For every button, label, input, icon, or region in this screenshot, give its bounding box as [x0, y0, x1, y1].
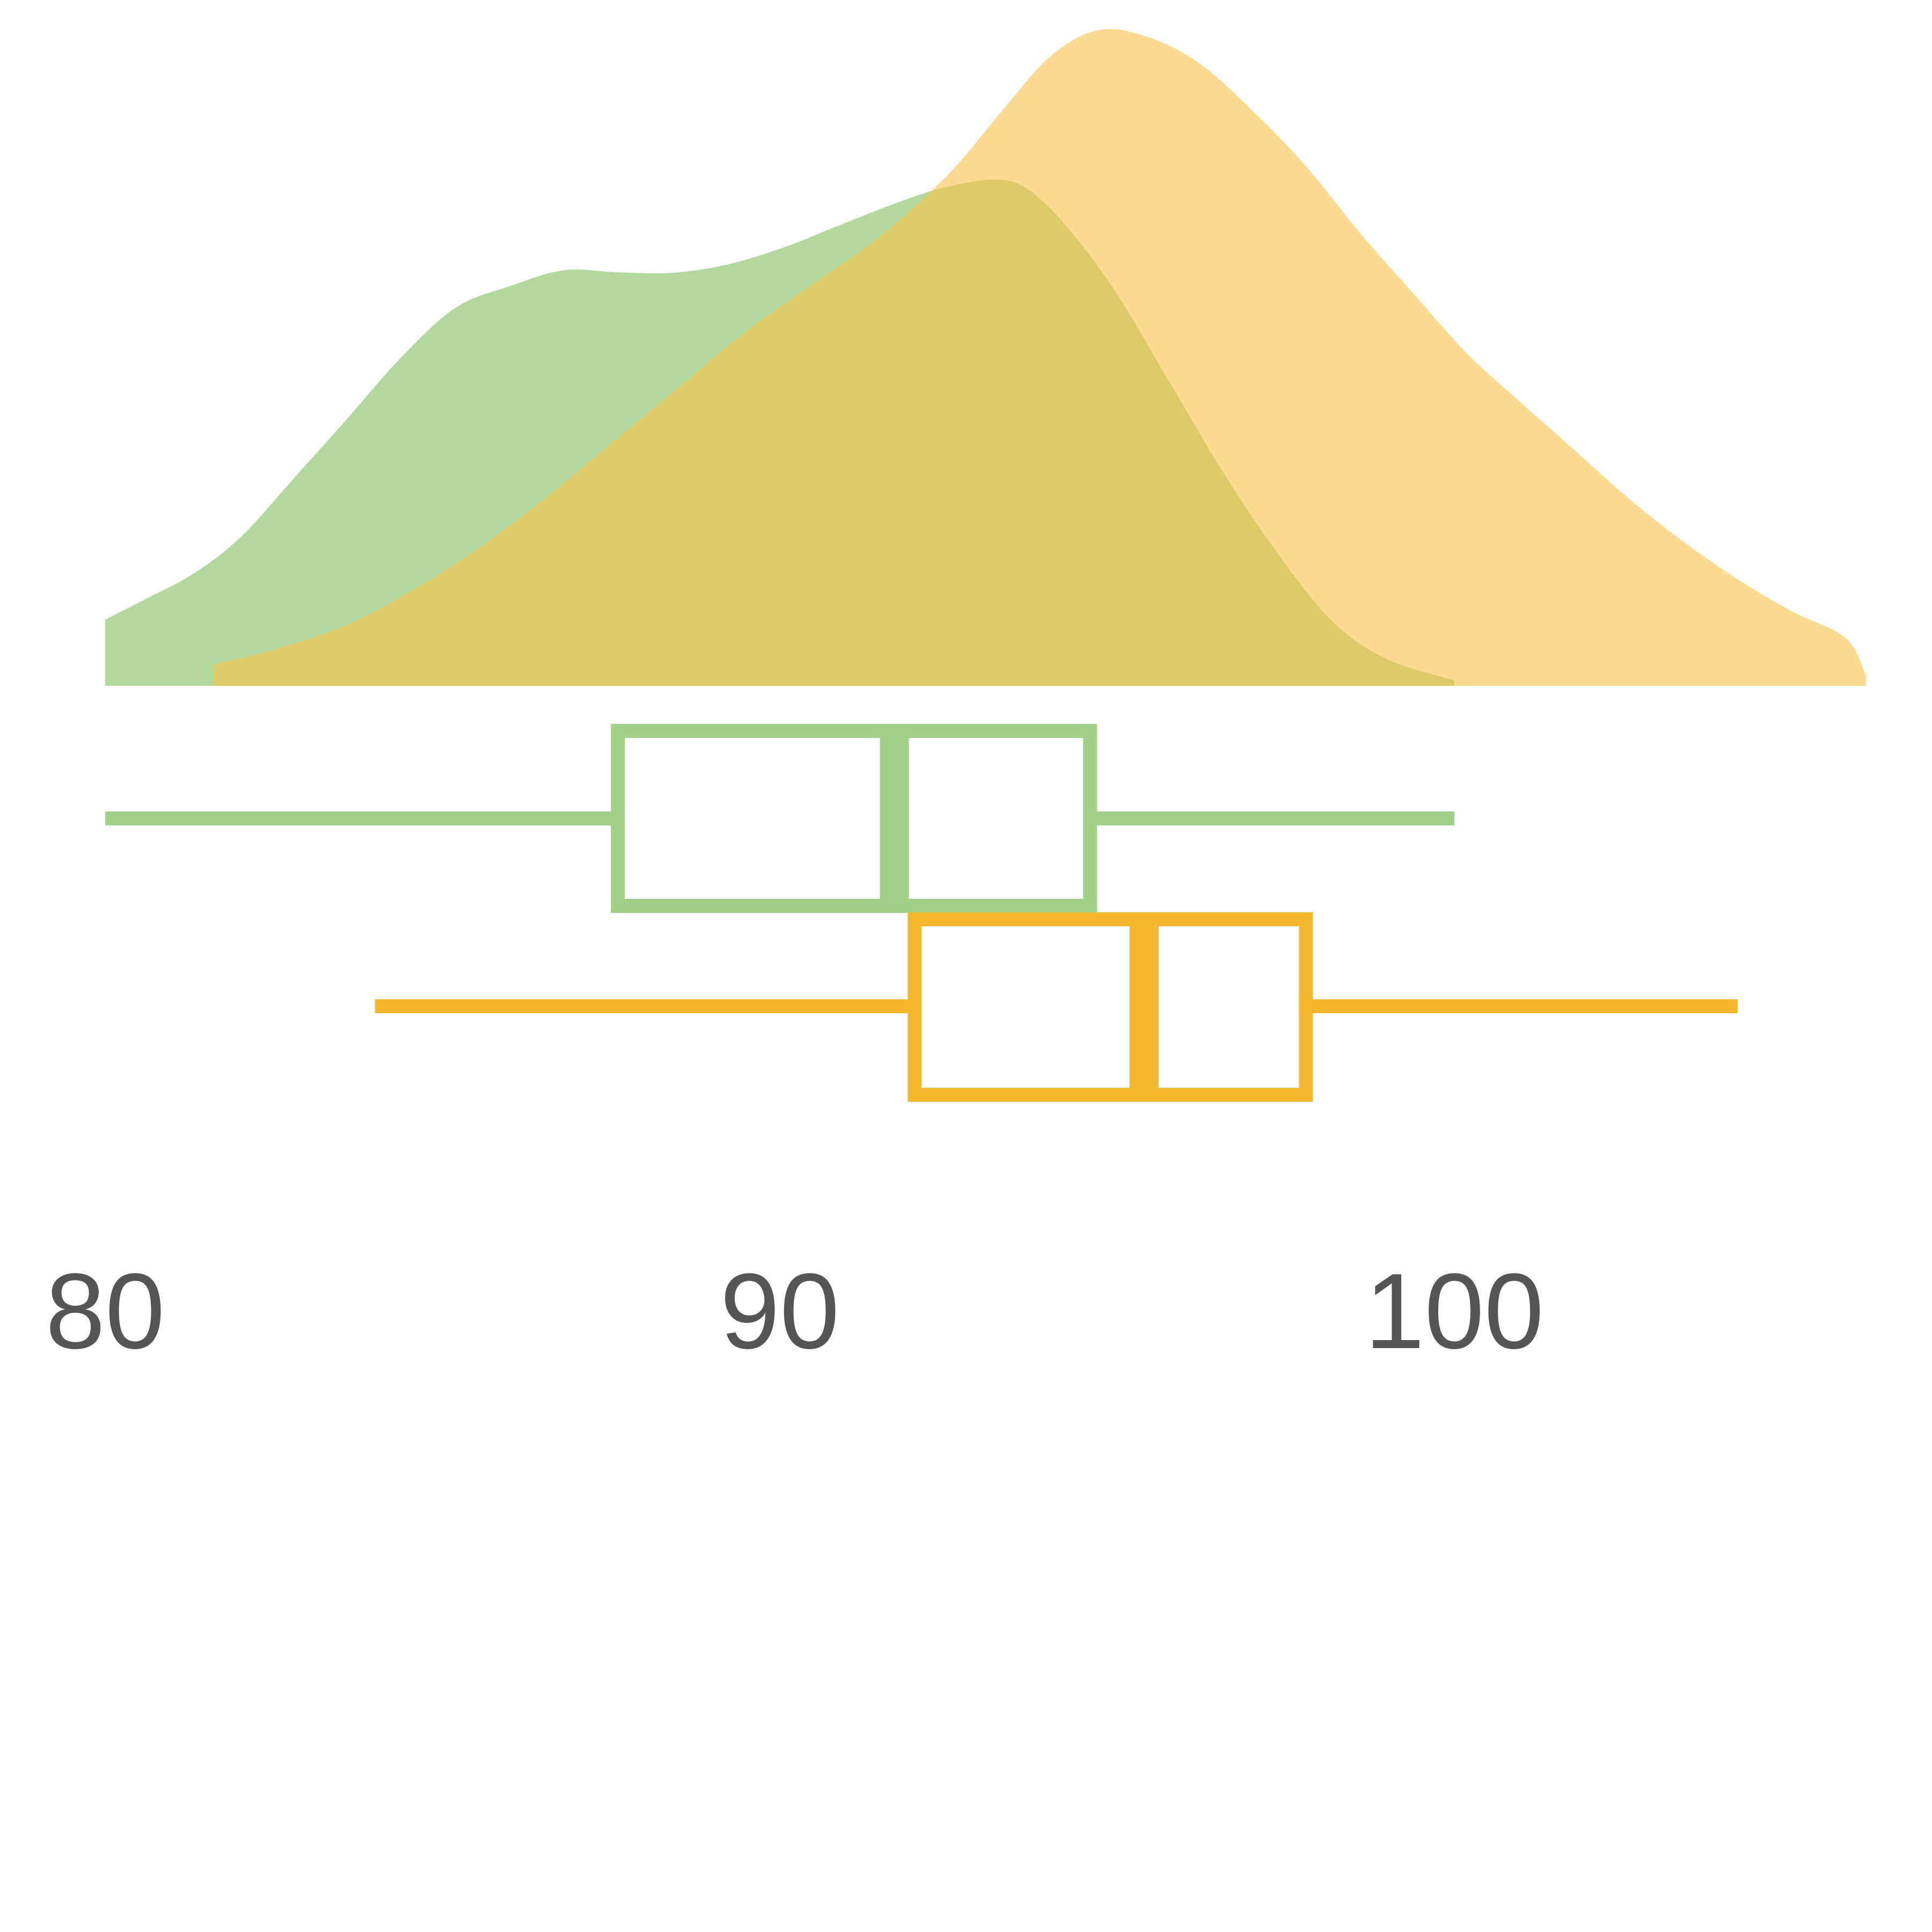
x-tick-label: 100 [1365, 1252, 1544, 1371]
boxplot-layer [105, 724, 1738, 1102]
x-tick-label: 90 [720, 1252, 839, 1371]
density-layer [105, 28, 1866, 686]
x-tick-label: 80 [46, 1252, 165, 1371]
x-axis: 80 90 100 [46, 1252, 1544, 1371]
iqr-box [611, 724, 1097, 913]
green-boxplot [105, 724, 1454, 913]
orange-boxplot [375, 912, 1738, 1102]
orange-density-area [213, 28, 1866, 686]
iqr-box [908, 912, 1313, 1102]
